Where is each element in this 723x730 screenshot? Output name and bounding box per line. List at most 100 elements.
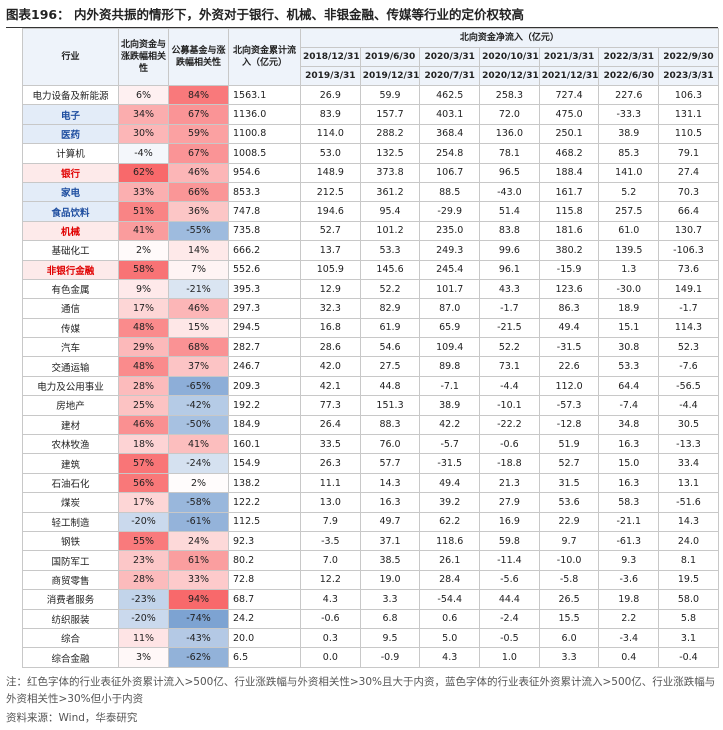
table-cell: 4.3 xyxy=(300,589,361,610)
cell-text: 80.2 xyxy=(233,555,255,567)
cumulative-cell: 666.2 xyxy=(228,240,301,261)
industry-cell: 电力及公用事业 xyxy=(22,375,119,397)
table-cell: -51.6 xyxy=(658,492,719,513)
table-cell: 249.3 xyxy=(419,240,481,261)
table-cell: 105.9 xyxy=(300,259,361,280)
table-cell: 145.6 xyxy=(359,259,421,280)
table-cell: 61.9 xyxy=(359,317,421,339)
table-cell: 24% xyxy=(168,530,229,552)
cell-text: 160.1 xyxy=(233,438,261,450)
table-cell: -7.4 xyxy=(598,395,660,416)
table-cell: 11.1 xyxy=(300,472,361,494)
period-start: 2018/12/31 xyxy=(300,47,361,67)
cumulative-cell: 735.8 xyxy=(228,220,301,242)
table-cell: 2% xyxy=(118,240,169,261)
cell-text: 282.7 xyxy=(233,341,261,353)
table-cell: -13.3 xyxy=(658,434,719,455)
table-row: 交通运输 48% 37% 246.7 42.0 27.5 89.8 73.1 22.6 53.3-… xyxy=(22,356,719,377)
table-cell: -21.5 xyxy=(479,317,540,339)
table-row: 商贸零售 28% 33% 72.8 12.2 19.0 28.4 -5.6 -5.8 -3.6 19… xyxy=(22,569,719,591)
table-cell: 83.8 xyxy=(479,220,540,242)
notes: 注：红色字体的行业表征外资累计流入>500亿、行业涨跌幅与外资相关性>30%且大… xyxy=(6,676,716,705)
table-cell: 139.5 xyxy=(598,240,660,261)
table-cell: -4.4 xyxy=(658,395,719,416)
table-row: 石油石化 56% 2% 138.2 11.1 14.3 49.4 21.3 31.5 16.3 13… xyxy=(22,472,719,494)
table-cell: 26.1 xyxy=(419,550,481,571)
table-cell: 39.2 xyxy=(419,492,481,513)
period-end: 2020/7/31 xyxy=(419,66,481,86)
table-cell: -55% xyxy=(168,220,229,242)
table-cell: 42.2 xyxy=(419,414,481,436)
table-cell: 114.3 xyxy=(658,317,719,339)
industry-cell: 消费者服务 xyxy=(22,589,119,610)
cell-text: 92.3 xyxy=(233,535,255,547)
cumulative-cell: 92.3 xyxy=(228,530,301,552)
table-cell: 22.9 xyxy=(538,511,600,532)
cumulative-cell: 80.2 xyxy=(228,550,301,571)
table-cell: 56% xyxy=(118,472,169,494)
table-cell: 157.7 xyxy=(359,104,421,125)
industry-cell: 基础化工 xyxy=(22,240,119,261)
table-cell: -42% xyxy=(168,395,229,416)
table-cell: 66.4 xyxy=(658,201,719,222)
table-cell: -4.4 xyxy=(479,375,540,397)
table-row: 国防军工 23% 61% 80.2 7.0 38.5 26.1 -11.4 -10.0 9.3 8.… xyxy=(22,550,719,571)
table-cell: 130.7 xyxy=(658,220,719,242)
cumulative-cell: 294.5 xyxy=(228,317,301,339)
table-cell: 85.3 xyxy=(598,143,660,164)
table-row: 基础化工 2% 14% 666.2 13.7 53.3 249.3 99.6 380.2 139.… xyxy=(22,240,719,261)
table-cell: 64.4 xyxy=(598,375,660,397)
source: 资料来源：Wind，华泰研究 xyxy=(6,712,138,724)
cell-text: 294.5 xyxy=(233,322,261,334)
table-cell: 245.4 xyxy=(419,259,481,280)
table-cell: 19.0 xyxy=(359,569,421,591)
table-cell: 65.9 xyxy=(419,317,481,339)
table-cell: 96.5 xyxy=(479,162,540,183)
table-cell: 23% xyxy=(118,550,169,571)
table-cell: 15.0 xyxy=(598,453,660,474)
figure-title: 图表196： 内外资共振的情形下，外资对于银行、机械、非银金融、传媒等行业的定价… xyxy=(6,4,718,28)
table-cell: 13.7 xyxy=(300,240,361,261)
table-row: 家电 33% 66% 853.3 212.5 361.2 88.5 -43.0 161.7 5.2… xyxy=(22,181,719,203)
industry-cell: 电力设备及新能源 xyxy=(22,84,119,106)
cumulative-cell: 6.5 xyxy=(228,647,301,668)
table-cell: -31.5 xyxy=(538,337,600,358)
table-cell: 149.1 xyxy=(658,278,719,300)
table-cell: -0.5 xyxy=(479,627,540,649)
industry-cell: 有色金属 xyxy=(22,278,119,300)
table-cell: 38.9 xyxy=(419,395,481,416)
table-cell: 14% xyxy=(168,240,229,261)
table-cell: 361.2 xyxy=(359,181,421,203)
table-cell: 106.3 xyxy=(658,84,719,106)
table-cell: 7.9 xyxy=(300,511,361,532)
table-cell: 16.3 xyxy=(598,472,660,494)
period-start: 2020/10/31 xyxy=(479,47,540,67)
table-cell: 188.4 xyxy=(538,162,600,183)
cell-text: 122.2 xyxy=(233,496,261,508)
table-cell: -1.7 xyxy=(479,298,540,319)
cell-text: 297.3 xyxy=(233,302,261,314)
table-cell: 110.5 xyxy=(658,123,719,145)
table-cell: 58% xyxy=(118,259,169,280)
table-cell: 12.9 xyxy=(300,278,361,300)
table-cell: 72.0 xyxy=(479,104,540,125)
industry-cell: 综合金融 xyxy=(22,647,119,668)
table-cell: 15.5 xyxy=(538,608,600,629)
table-cell: -24% xyxy=(168,453,229,474)
table-cell: 58.3 xyxy=(598,492,660,513)
table-cell: 88.5 xyxy=(419,181,481,203)
table-cell: 53.0 xyxy=(300,143,361,164)
industry-cell: 纺织服装 xyxy=(22,608,119,629)
table-row: 通信 17% 46% 297.3 32.3 82.9 87.0 -1.7 86.3 18.9 -1.… xyxy=(22,298,719,319)
industry-cell: 家电 xyxy=(22,181,119,203)
table-cell: 148.9 xyxy=(300,162,361,183)
table-cell: 30% xyxy=(118,123,169,145)
table-cell: 82.9 xyxy=(359,298,421,319)
table-cell: -50% xyxy=(168,414,229,436)
industry-cell: 建筑 xyxy=(22,453,119,474)
table-cell: -0.9 xyxy=(359,647,421,668)
industry-cell: 非银行金融 xyxy=(22,259,119,280)
cumulative-cell: 297.3 xyxy=(228,298,301,319)
table-row: 电子 34% 67% 1136.0 83.9 157.7 403.1 72.0 475.0 -33… xyxy=(22,104,719,125)
